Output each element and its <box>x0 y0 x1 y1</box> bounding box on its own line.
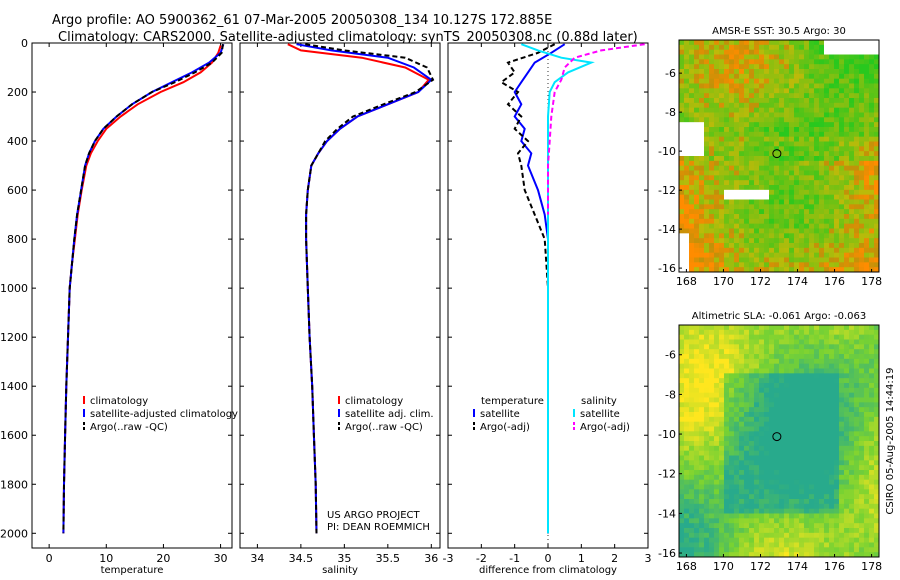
sla_map-xtick-label: 178 <box>861 560 882 573</box>
sla_map-ytick-label: -16 <box>658 547 676 560</box>
temperature-ytick-label: 1800 <box>0 478 28 491</box>
salinity-legend-0-label: climatology <box>345 396 403 407</box>
difference-xtick-label: 3 <box>645 552 652 565</box>
difference-panel: -3 -2 -1 0 1 2 3 difference from climatology tem… <box>443 42 652 576</box>
sst_map-title: AMSR-E SST: 30.5 Argo: 30 <box>712 26 846 37</box>
salinity-legend-2-label: Argo(..raw -QC) <box>345 422 423 433</box>
salinity-series-0 <box>287 43 431 534</box>
difference-legend-salinity-heading: salinity <box>581 396 617 407</box>
salinity-legend-1-label: satellite adj. clim. <box>345 409 434 420</box>
sla_map-ytick-label: -14 <box>658 507 676 520</box>
temperature-ytick-label: 800 <box>7 233 28 246</box>
salinity-annotation-0: US ARGO PROJECT <box>327 510 421 521</box>
sla_map-argo-marker <box>772 432 782 442</box>
difference-series-1 <box>499 43 556 534</box>
temperature-xtick-label: 0 <box>46 552 53 565</box>
sla_map-xtick-label: 176 <box>824 560 845 573</box>
difference-legend-temp-sat-label: satellite <box>480 409 520 420</box>
figure-title: Argo profile: AO 5900362_61 07-Mar-2005 … <box>52 13 553 28</box>
sla_map-frame <box>678 324 880 558</box>
difference-legend-sal-argo-label: Argo(-adj) <box>580 422 630 433</box>
sst_map-xtick-label: 174 <box>787 275 808 288</box>
sla_map-xtick-label: 168 <box>676 560 697 573</box>
temperature-legend-2-label: Argo(..raw -QC) <box>90 422 168 433</box>
sst_map-ytick-label: -12 <box>658 184 676 197</box>
sst_map-ytick-label: -14 <box>658 223 676 236</box>
sst_map-xtick-label: 178 <box>861 275 882 288</box>
sla_map-ytick-label: -12 <box>658 468 676 481</box>
salinity-series-2 <box>305 43 435 534</box>
sst_map-ytick-label: -16 <box>658 262 676 275</box>
difference-xtick-label: -2 <box>476 552 487 565</box>
difference-legend-temp-argo-label: Argo(-adj) <box>480 422 530 433</box>
temperature-panel: 0 200 400 600 800 1000 1200 1400 1600 1800 2000 0 10… <box>0 37 238 576</box>
temperature-ytick-label: 1200 <box>0 331 28 344</box>
temperature-ytick-label: 200 <box>7 86 28 99</box>
temperature-ytick-label: 2000 <box>0 527 28 540</box>
temperature-ytick-label: 1000 <box>0 282 28 295</box>
salinity-xtick-label: 36 <box>424 552 438 565</box>
sla_map-ytick-label: -8 <box>665 388 676 401</box>
sst_map-xtick-label: 168 <box>676 275 697 288</box>
salinity-xtick-label: 34.5 <box>289 552 314 565</box>
sst_map-xtick-label: 170 <box>713 275 734 288</box>
difference-series-3 <box>547 43 645 215</box>
temperature-series-0 <box>62 45 222 534</box>
sla_map-cells <box>679 325 880 558</box>
salinity-annotation-1: PI: DEAN ROEMMICH <box>327 522 430 533</box>
sla_map-xtick-label: 170 <box>713 560 734 573</box>
sla_map-ytick-label: -6 <box>665 349 676 362</box>
difference-xtick-label: 1 <box>578 552 585 565</box>
salinity-xtick-label: 34 <box>250 552 264 565</box>
salinity-panel: 34 34.5 35 35.5 36 salinity climatology satelli… <box>239 42 441 576</box>
difference-series-0 <box>513 43 566 534</box>
sla_map-xtick-label: 174 <box>787 560 808 573</box>
temperature-xtick-label: 20 <box>156 552 170 565</box>
sla_map-xtick-label: 172 <box>750 560 771 573</box>
sst_map-xtick-label: 176 <box>824 275 845 288</box>
temperature-ytick-label: 400 <box>7 135 28 148</box>
difference-xlabel: difference from climatology <box>479 565 617 576</box>
salinity-xtick-label: 35 <box>337 552 351 565</box>
temperature-legend-0-label: climatology <box>90 396 148 407</box>
difference-xtick-label: 2 <box>611 552 618 565</box>
difference-xtick-label: 0 <box>545 552 552 565</box>
sst_map-ytick-label: -8 <box>665 106 676 119</box>
temperature-axes-box <box>31 42 233 549</box>
sst_map-cells <box>679 40 880 273</box>
salinity-xlabel: salinity <box>322 565 358 576</box>
temperature-series-1 <box>62 43 225 534</box>
temperature-legend-1-label: satellite-adjusted climatology <box>90 409 238 420</box>
salinity-xtick-label: 35.5 <box>376 552 401 565</box>
sla_map-side-label: CSIRO 05-Aug-2005 14:44:19 <box>885 367 896 514</box>
sst_map-ytick-label: -10 <box>658 145 676 158</box>
sla-map-panel: Altimetric SLA: -0.061 Argo: -0.063 168 17… <box>658 311 896 573</box>
sla_map-ytick-label: -10 <box>658 428 676 441</box>
temperature-ytick-label: 1600 <box>0 429 28 442</box>
sst_map-frame <box>678 39 880 273</box>
temperature-xlabel: temperature <box>101 565 164 576</box>
sst-map-panel: AMSR-E SST: 30.5 Argo: 30 168 170 172 174 176… <box>658 26 882 288</box>
sla_map-title: Altimetric SLA: -0.061 Argo: -0.063 <box>692 311 867 322</box>
difference-axes-box <box>447 42 649 549</box>
difference-legend-temperature-heading: temperature <box>481 396 544 407</box>
salinity-axes-box <box>239 42 441 549</box>
temperature-xtick-label: 30 <box>214 552 228 565</box>
sst_map-xtick-label: 172 <box>750 275 771 288</box>
temperature-series-2 <box>62 44 224 534</box>
temperature-ytick-label: 600 <box>7 184 28 197</box>
sst_map-argo-marker <box>772 149 782 159</box>
difference-legend-sal-sat-label: satellite <box>580 409 620 420</box>
temperature-xtick-label: 10 <box>99 552 113 565</box>
difference-xtick-label: -3 <box>443 552 454 565</box>
figure-subtitle: Climatology: CARS2000. Satellite-adjuste… <box>58 30 638 45</box>
sst_map-ytick-label: -6 <box>665 67 676 80</box>
salinity-series-1 <box>296 43 433 534</box>
temperature-ytick-label: 1400 <box>0 380 28 393</box>
difference-series-2 <box>520 43 595 534</box>
temperature-ytick-label: 0 <box>21 37 28 50</box>
difference-xtick-label: -1 <box>509 552 520 565</box>
